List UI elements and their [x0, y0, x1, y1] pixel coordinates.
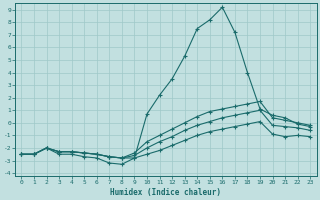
X-axis label: Humidex (Indice chaleur): Humidex (Indice chaleur): [110, 188, 221, 197]
